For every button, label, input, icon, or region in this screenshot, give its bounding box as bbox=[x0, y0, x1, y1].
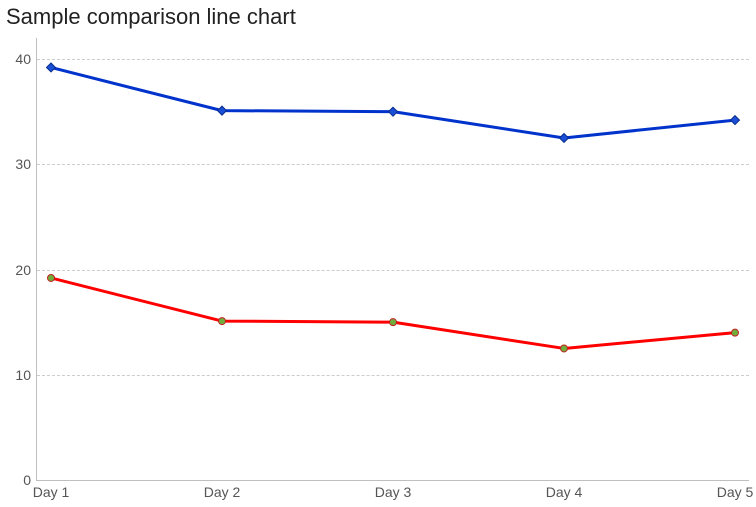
series-marker bbox=[219, 318, 226, 325]
x-tick-label: Day 5 bbox=[717, 484, 754, 500]
x-tick-label: Day 2 bbox=[204, 484, 241, 500]
series-marker bbox=[390, 319, 397, 326]
y-tick-label: 10 bbox=[15, 367, 31, 383]
series-marker bbox=[732, 329, 739, 336]
series-marker bbox=[731, 116, 740, 125]
series-marker bbox=[218, 106, 227, 115]
series-marker bbox=[389, 107, 398, 116]
x-tick-label: Day 4 bbox=[546, 484, 583, 500]
x-tick-label: Day 3 bbox=[375, 484, 412, 500]
series-marker bbox=[560, 133, 569, 142]
y-tick-label: 0 bbox=[23, 472, 31, 488]
y-tick-label: 30 bbox=[15, 156, 31, 172]
y-tick-label: 20 bbox=[15, 262, 31, 278]
series-marker bbox=[561, 345, 568, 352]
chart-title: Sample comparison line chart bbox=[6, 4, 296, 30]
series-line bbox=[51, 278, 735, 349]
plot-svg bbox=[37, 38, 749, 480]
y-tick-label: 40 bbox=[15, 51, 31, 67]
series-marker bbox=[48, 274, 55, 281]
plot-area: 010203040Day 1Day 2Day 3Day 4Day 5 bbox=[36, 38, 749, 481]
x-tick-label: Day 1 bbox=[33, 484, 70, 500]
series-marker bbox=[47, 63, 56, 72]
series-line bbox=[51, 67, 735, 138]
line-chart: Sample comparison line chart 010203040Da… bbox=[0, 0, 756, 507]
